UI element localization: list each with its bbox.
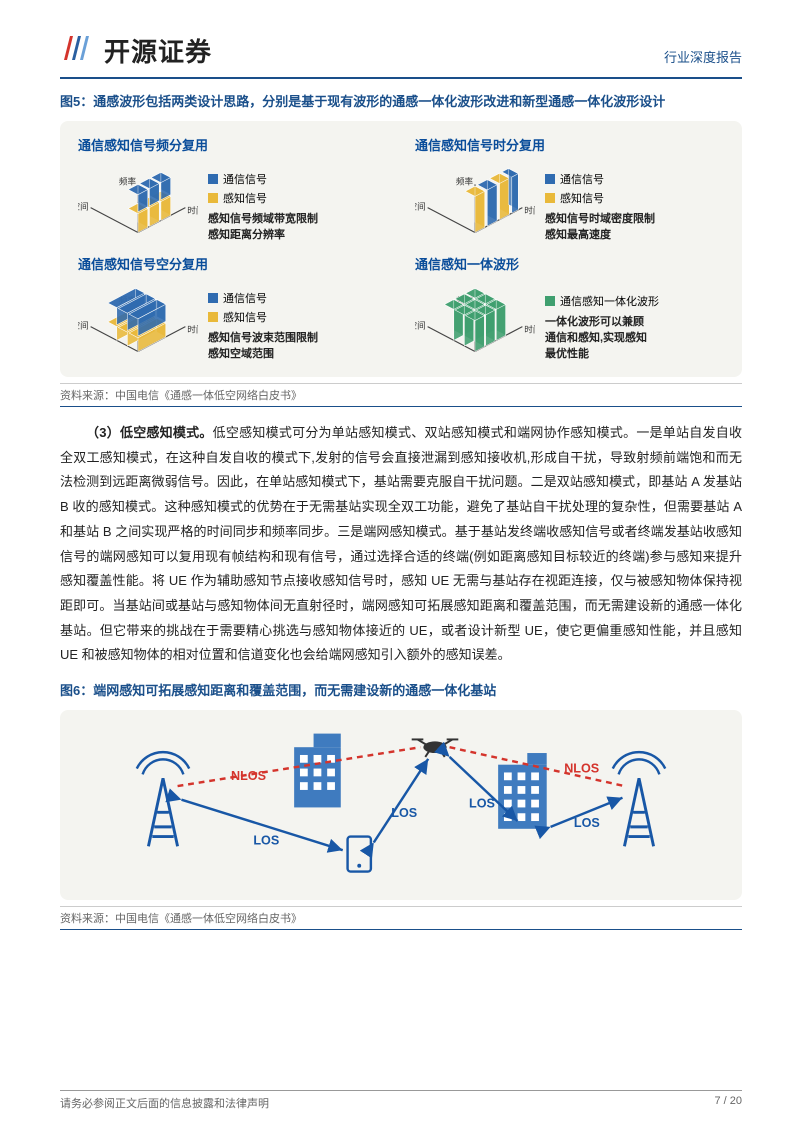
- logo-icon: [60, 30, 96, 71]
- panel-caption: 感知信号频域带宽限制感知距离分辨率: [208, 212, 387, 244]
- panel-legend: 通信信号感知信号: [545, 171, 724, 206]
- footer-disclaimer: 请务必参阅正文后面的信息披露和法律声明: [60, 1095, 269, 1111]
- panel-legend: 通信信号感知信号: [208, 290, 387, 325]
- company-logo: 开源证券: [60, 30, 212, 71]
- panel-title: 通信感知一体波形: [415, 254, 724, 273]
- chart3d-icon: 时间 空间 频率: [415, 158, 535, 244]
- page-footer: 请务必参阅正文后面的信息披露和法律声明 7 / 20: [60, 1090, 742, 1111]
- figure6-diagram: NLOS NLOS LOS LOS LOS LOS: [70, 720, 732, 890]
- body-lead: （3）低空感知模式。: [86, 425, 213, 440]
- svg-text:时间: 时间: [187, 323, 198, 334]
- chart3d-icon: 时间 空间 频率: [415, 277, 535, 363]
- nlos-label: NLOS: [231, 769, 266, 783]
- panel-title: 通信感知信号时分复用: [415, 135, 724, 154]
- fig5-panel: 通信感知信号空分复用 时间 空间 频率: [78, 254, 387, 363]
- fig5-panel: 通信感知一体波形 时间 空间 频率: [415, 254, 724, 363]
- body-paragraph: （3）低空感知模式。低空感知模式可分为单站感知模式、双站感知模式和端网协作感知模…: [60, 421, 742, 668]
- figure6-title: 图6：端网感知可拓展感知距离和覆盖范围，而无需建设新的通感一体化基站: [60, 680, 742, 702]
- panel-caption: 感知信号波束范围限制感知空域范围: [208, 331, 387, 363]
- chart3d-icon: 时间 空间 频率: [78, 277, 198, 363]
- panel-caption: 感知信号时域密度限制感知最高速度: [545, 212, 724, 244]
- panel-title: 通信感知信号频分复用: [78, 135, 387, 154]
- legend-item: 感知信号: [545, 190, 724, 206]
- svg-text:频率: 频率: [119, 175, 137, 186]
- fig5-panel: 通信感知信号时分复用 时间 空间 频率 通信信号感知信号 感知信号时域密度限制感…: [415, 135, 724, 244]
- svg-text:空间: 空间: [415, 320, 426, 331]
- svg-text:空间: 空间: [415, 201, 426, 212]
- panel-caption: 一体化波形可以兼顾通信和感知,实现感知最优性能: [545, 315, 724, 363]
- figure5-box: 通信感知信号频分复用 时间 空间 频率: [60, 121, 742, 377]
- fig5-panel: 通信感知信号频分复用 时间 空间 频率: [78, 135, 387, 244]
- legend-item: 感知信号: [208, 190, 387, 206]
- ue-phone-icon: [348, 837, 371, 872]
- svg-text:空间: 空间: [78, 201, 89, 212]
- panel-legend: 通信感知一体化波形: [545, 293, 724, 309]
- doc-category: 行业深度报告: [664, 35, 742, 66]
- svg-text:频率: 频率: [456, 175, 474, 186]
- page-header: 开源证券 行业深度报告: [60, 30, 742, 79]
- los-label: LOS: [574, 816, 600, 830]
- svg-text:时间: 时间: [187, 204, 198, 215]
- legend-item: 感知信号: [208, 309, 387, 325]
- legend-item: 通信感知一体化波形: [545, 293, 724, 309]
- los-label: LOS: [391, 806, 417, 820]
- tower-left-icon: [137, 752, 189, 846]
- svg-text:空间: 空间: [78, 320, 89, 331]
- building-left-icon: [294, 734, 341, 808]
- figure6-box: NLOS NLOS LOS LOS LOS LOS: [60, 710, 742, 900]
- nlos-label: NLOS: [564, 762, 599, 776]
- svg-text:时间: 时间: [524, 204, 535, 215]
- legend-item: 通信信号: [208, 290, 387, 306]
- company-name: 开源证券: [104, 32, 212, 69]
- panel-title: 通信感知信号空分复用: [78, 254, 387, 273]
- body-text: 低空感知模式可分为单站感知模式、双站感知模式和端网协作感知模式。一是单站自发自收…: [60, 425, 742, 662]
- los-label: LOS: [253, 833, 279, 847]
- legend-item: 通信信号: [208, 171, 387, 187]
- figure5-title: 图5：通感波形包括两类设计思路，分别是基于现有波形的通感一体化波形改进和新型通感…: [60, 91, 742, 113]
- chart3d-icon: 时间 空间 频率: [78, 158, 198, 244]
- los-label: LOS: [469, 796, 495, 810]
- footer-page-number: 7 / 20: [714, 1095, 742, 1111]
- panel-legend: 通信信号感知信号: [208, 171, 387, 206]
- legend-item: 通信信号: [545, 171, 724, 187]
- svg-text:时间: 时间: [524, 323, 535, 334]
- figure5-source: 资料来源：中国电信《通感一体低空网络白皮书》: [60, 383, 742, 407]
- figure6-source: 资料来源：中国电信《通感一体低空网络白皮书》: [60, 906, 742, 930]
